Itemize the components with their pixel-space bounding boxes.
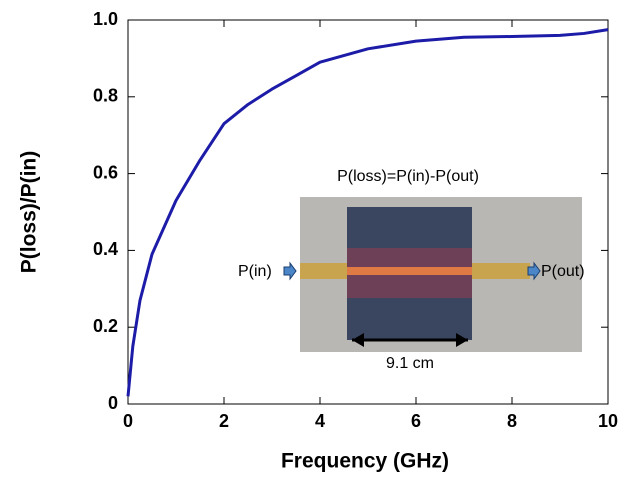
y-tick-label: 0.4 [93,239,118,259]
output-arrow [527,261,541,281]
inset-photo [283,197,582,352]
y-tick-label: 0.2 [93,316,118,336]
data-line [126,28,609,397]
plot-frame [127,19,609,405]
dimension-arrows [352,333,468,347]
x-tick-label: 2 [219,411,229,431]
x-tick-label: 4 [315,411,325,431]
y-tick-label: 0.6 [93,162,118,182]
length-annotation: 9.1 cm [386,355,434,372]
connector-left [300,263,347,279]
output-annotation: P(out) [541,263,585,280]
input-arrow [283,261,297,281]
y-tick-label: 0 [108,393,118,413]
microstrip [347,267,472,275]
formula-annotation: P(loss)=P(in)-P(out) [337,168,479,185]
x-tick-label: 6 [411,411,421,431]
x-tick-label: 0 [123,411,133,431]
x-tick-label: 8 [507,411,517,431]
y-tick-label: 1.0 [93,9,118,29]
x-tick-label: 10 [598,411,618,431]
y-tick-label: 0.8 [93,86,118,106]
input-annotation: P(in) [238,263,272,280]
connector-right [472,263,530,279]
y-axis-label: P(loss)/P(in) [18,151,41,274]
x-axis-label: Frequency (GHz) [281,450,449,473]
